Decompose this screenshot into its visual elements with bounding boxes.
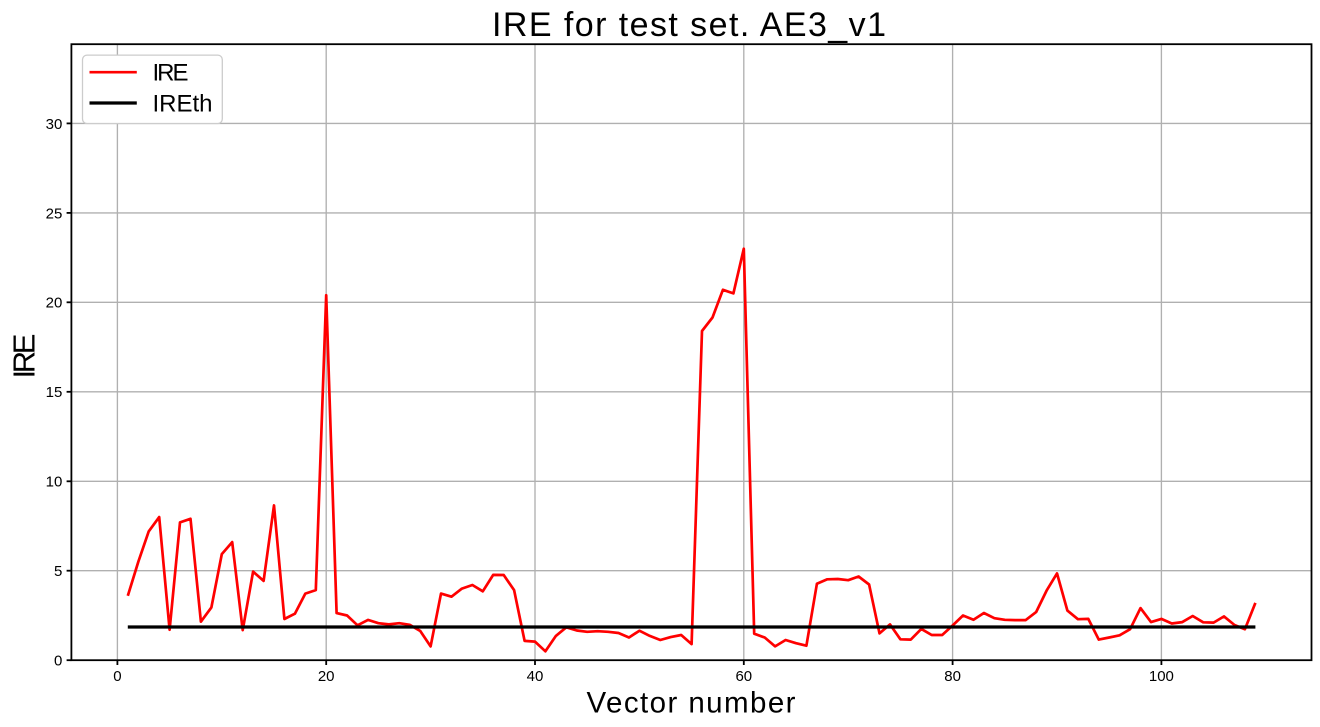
svg-text:80: 80 [944,668,961,685]
svg-text:100: 100 [1149,668,1174,685]
svg-text:15: 15 [46,384,63,401]
svg-text:20: 20 [318,668,335,685]
svg-text:25: 25 [46,205,63,222]
svg-text:IRE: IRE [153,60,189,87]
svg-text:40: 40 [527,668,544,685]
svg-text:0: 0 [54,653,62,670]
svg-text:IREth: IREth [153,91,213,118]
svg-text:0: 0 [113,668,121,685]
svg-text:Vector number: Vector number [587,686,796,719]
svg-text:20: 20 [46,295,63,312]
svg-text:5: 5 [54,563,62,580]
svg-text:60: 60 [735,668,752,685]
svg-text:IRE: IRE [6,334,41,379]
svg-text:30: 30 [46,116,63,133]
svg-text:10: 10 [46,474,63,491]
